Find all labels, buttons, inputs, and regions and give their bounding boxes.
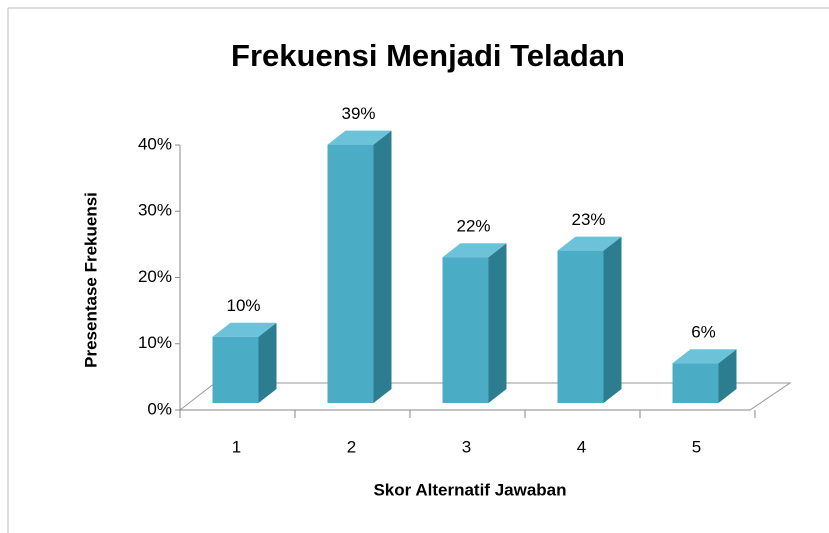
y-tick-label: 0% bbox=[147, 399, 172, 418]
y-tick-label: 30% bbox=[138, 201, 172, 220]
x-tick-label: 3 bbox=[462, 437, 471, 456]
data-label: 10% bbox=[226, 296, 260, 315]
x-axis-label: Skor Alternatif Jawaban bbox=[373, 480, 566, 499]
x-tick-label: 4 bbox=[577, 437, 586, 456]
bar-top bbox=[442, 243, 507, 258]
bar bbox=[557, 250, 604, 403]
data-label: 23% bbox=[571, 210, 605, 229]
data-label: 6% bbox=[691, 323, 716, 342]
x-tick-label: 2 bbox=[347, 437, 356, 456]
bar-top bbox=[327, 130, 392, 145]
data-label: 22% bbox=[456, 217, 490, 236]
bar-side bbox=[718, 349, 737, 403]
bar-top bbox=[212, 322, 277, 337]
bar-top bbox=[557, 236, 622, 251]
bar-top bbox=[672, 349, 737, 364]
chart-title: Frekuensi Menjadi Teladan bbox=[231, 38, 625, 73]
x-tick-label: 5 bbox=[692, 437, 701, 456]
bar bbox=[212, 336, 259, 403]
bar bbox=[672, 363, 719, 403]
bar-side bbox=[603, 236, 622, 403]
y-tick-label: 20% bbox=[138, 267, 172, 286]
bar-side bbox=[488, 243, 507, 403]
x-tick-label: 1 bbox=[232, 437, 241, 456]
bar bbox=[442, 257, 489, 403]
y-tick-label: 40% bbox=[138, 134, 172, 153]
bar-side bbox=[258, 322, 277, 403]
data-label: 39% bbox=[341, 104, 375, 123]
bar-side bbox=[373, 130, 392, 403]
y-axis-label: Presentase Frekuensi bbox=[81, 192, 100, 368]
bar bbox=[327, 144, 374, 403]
y-tick-label: 10% bbox=[138, 333, 172, 352]
